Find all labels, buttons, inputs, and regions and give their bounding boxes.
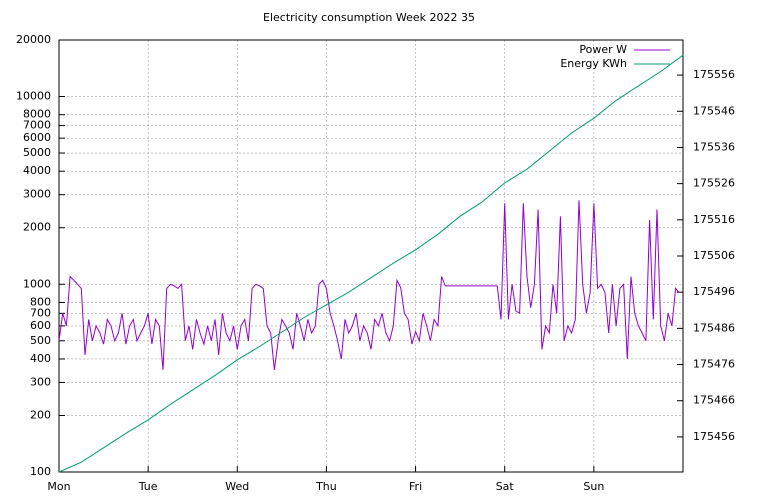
y2-tick-label: 175506 [693,249,735,262]
y-tick-label: 300 [30,375,51,388]
x-tick-label: Tue [138,480,158,493]
y2-tick-label: 175456 [693,430,735,443]
x-tick-label: Mon [47,480,70,493]
y-tick-label: 3000 [23,188,51,201]
plot-frame [58,39,684,473]
y2-tick-label: 175466 [693,394,735,407]
y2-tick-label: 175476 [693,358,735,371]
y2-tick-label: 175486 [693,321,735,334]
x-tick-label: Fri [409,480,422,493]
series-line [58,200,680,370]
y-tick-label: 2000 [23,221,51,234]
y2-tick-label: 175556 [693,68,735,81]
legend-label: Power W [579,43,627,56]
y2-tick-label: 175496 [693,285,735,298]
y-tick-label: 7000 [23,119,51,132]
y2-tick-label: 175516 [693,213,735,226]
chart-title: Electricity consumption Week 2022 35 [263,11,475,24]
y-tick-label: 8000 [23,108,51,121]
y-tick-label: 100 [30,465,51,478]
legend-label: Energy KWh [560,57,627,70]
y-tick-label: 10000 [16,90,51,103]
y-tick-label: 6000 [23,131,51,144]
y-tick-label: 500 [30,334,51,347]
y-tick-label: 800 [30,295,51,308]
y-tick-label: 1000 [23,277,51,290]
y-tick-label: 700 [30,306,51,319]
y-tick-label: 600 [30,319,51,332]
x-tick-label: Sat [496,480,515,493]
y-tick-label: 4000 [23,164,51,177]
x-tick-label: Sun [583,480,604,493]
x-tick-label: Wed [225,480,249,493]
y-tick-label: 20000 [16,33,51,46]
y-tick-label: 5000 [23,146,51,159]
x-tick-label: Thu [315,480,337,493]
y2-tick-label: 175536 [693,140,735,153]
y-tick-label: 200 [30,408,51,421]
y-tick-label: 400 [30,352,51,365]
y2-tick-label: 175526 [693,177,735,190]
y2-tick-label: 175546 [693,104,735,117]
series-line [58,54,684,473]
